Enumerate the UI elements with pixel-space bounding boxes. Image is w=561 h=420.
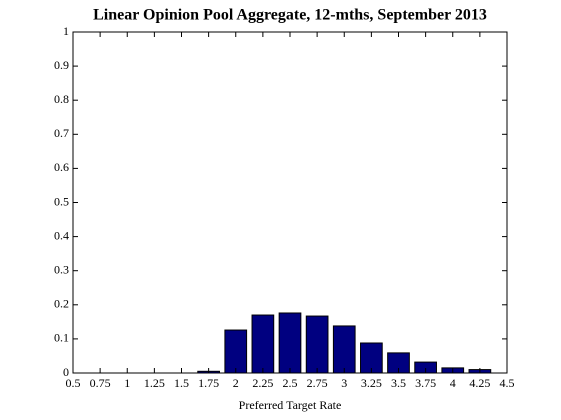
x-tick-label: 1 [124,376,130,390]
x-tick-label: 1.5 [174,376,189,390]
bar [332,325,356,374]
bar [305,315,329,374]
x-tick-label: 3.75 [415,376,436,390]
y-tick-label: 0.1 [54,331,69,345]
bar [224,329,248,374]
y-tick-label: 0.9 [54,58,69,72]
y-tick-label: 1 [63,24,69,38]
x-tick-label: 4.5 [500,376,515,390]
y-tick-label: 0.7 [54,126,69,140]
x-tick-label: 2.25 [252,376,273,390]
x-tick-label: 3.25 [361,376,382,390]
x-tick-label: 0.75 [90,376,111,390]
y-tick-label: 0.4 [54,228,69,242]
x-tick-label: 3 [341,376,347,390]
y-tick-label: 0.3 [54,262,69,276]
x-tick-label: 2 [233,376,239,390]
x-tick-label: 0.5 [66,376,81,390]
y-tick-label: 0.8 [54,92,69,106]
bar [251,314,275,374]
y-tick-label: 0 [63,365,69,379]
y-tick-label: 0.6 [54,160,69,174]
y-tick-label: 0.5 [54,194,69,208]
x-tick-label: 2.75 [307,376,328,390]
y-tick-label: 0.2 [54,297,69,311]
x-tick-label: 4 [450,376,456,390]
bar [278,312,302,374]
x-axis-label: Preferred Target Rate [239,398,342,412]
x-tick-label: 3.5 [391,376,406,390]
chart-title: Linear Opinion Pool Aggregate, 12-mths, … [93,7,487,24]
x-tick-label: 2.5 [283,376,298,390]
x-tick-label: 1.25 [144,376,165,390]
x-tick-label: 1.75 [198,376,219,390]
x-tick-label: 4.25 [469,376,490,390]
